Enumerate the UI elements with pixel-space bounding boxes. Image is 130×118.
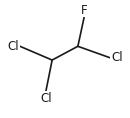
- Text: Cl: Cl: [40, 92, 51, 105]
- Text: Cl: Cl: [111, 51, 123, 64]
- Text: F: F: [81, 4, 88, 17]
- Text: Cl: Cl: [7, 40, 19, 53]
